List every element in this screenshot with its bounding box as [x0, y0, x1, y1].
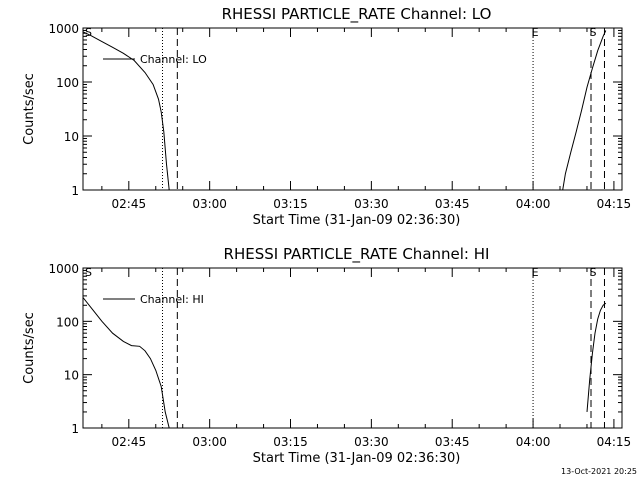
event-marker-label: E	[532, 26, 539, 39]
x-axis-label: Start Time (31-Jan-09 02:36:30)	[253, 213, 461, 228]
y-axis-label: Counts/sec	[22, 73, 37, 145]
x-tick-label: 03:30	[354, 435, 389, 449]
x-tick-label: 04:15	[597, 197, 632, 211]
event-marker-label: S	[590, 26, 597, 39]
x-tick-label: 03:45	[435, 197, 470, 211]
x-tick-label: 03:00	[192, 197, 227, 211]
x-tick-label: 03:15	[273, 435, 308, 449]
legend-label: Channel: HI	[140, 293, 204, 306]
y-tick-label: 1000	[48, 22, 79, 36]
event-marker-label: S	[85, 26, 92, 39]
x-tick-label: 04:00	[516, 197, 551, 211]
panel-title: RHESSI PARTICLE_RATE Channel: LO	[222, 5, 492, 24]
series-line-segment-1	[82, 31, 170, 191]
plot-panel-1: 1 10 100 1000 02:45 03:00 03:15 03:30 03:45 04:00…	[22, 5, 631, 228]
y-axis-label: Counts/sec	[22, 312, 37, 384]
y-tick-label: 10	[64, 130, 79, 144]
series-line-segment-2	[562, 30, 607, 191]
x-tick-label: 03:00	[192, 435, 227, 449]
legend-label: Channel: LO	[140, 53, 207, 66]
event-marker-label: S	[590, 266, 597, 279]
y-tick-label: 1000	[48, 262, 79, 276]
y-tick-label: 10	[64, 369, 79, 383]
x-tick-label: 02:45	[112, 197, 147, 211]
x-tick-label: 03:30	[354, 197, 389, 211]
y-tick-label: 1	[71, 422, 79, 436]
plot-frame	[82, 267, 623, 429]
plot-frame	[82, 27, 623, 191]
y-tick-label: 1	[71, 184, 79, 198]
x-tick-label: 04:00	[516, 435, 551, 449]
series-line-segment-2	[586, 302, 607, 412]
series-line-segment-1	[82, 297, 170, 429]
event-marker-label: S	[85, 266, 92, 279]
event-marker-label: E	[532, 266, 539, 279]
x-tick-label: 03:15	[273, 197, 308, 211]
panel-title: RHESSI PARTICLE_RATE Channel: HI	[224, 245, 490, 264]
plot-timestamp: 13-Oct-2021 20:25	[561, 467, 637, 476]
y-tick-label: 100	[56, 76, 79, 90]
plot-panel-2: 1 10 100 1000 02:45 03:00 03:15 03:30 03:45 04:00…	[22, 245, 631, 466]
x-tick-label: 03:45	[435, 435, 470, 449]
y-tick-label: 100	[56, 315, 79, 329]
x-tick-label: 02:45	[112, 435, 147, 449]
x-tick-label: 04:15	[597, 435, 632, 449]
x-axis-label: Start Time (31-Jan-09 02:36:30)	[253, 451, 461, 466]
